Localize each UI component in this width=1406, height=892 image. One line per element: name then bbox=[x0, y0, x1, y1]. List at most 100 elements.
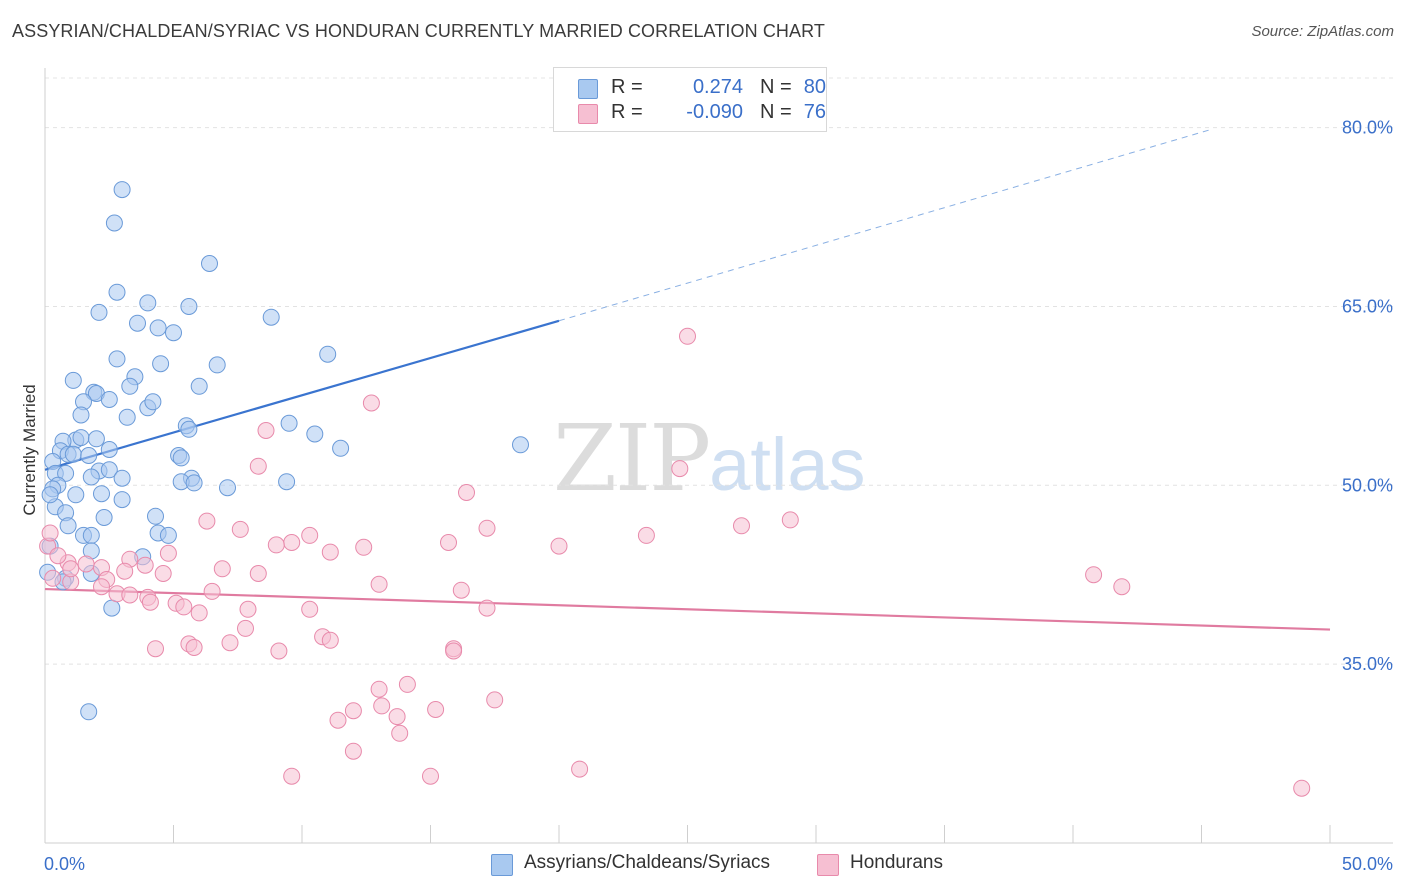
bottom-legend-swatch-assyrians bbox=[491, 854, 513, 876]
assyrians-point bbox=[90, 303, 108, 321]
hondurans-point bbox=[1085, 566, 1103, 584]
legend-r-label: R = bbox=[611, 101, 643, 123]
legend-r-value: -0.090 bbox=[686, 101, 743, 123]
assyrians-point bbox=[82, 468, 100, 486]
hondurans-point bbox=[344, 702, 362, 720]
hondurans-point bbox=[203, 582, 221, 600]
source-label: Source: ZipAtlas.com bbox=[1251, 23, 1394, 40]
y-tick-label: 50.0% bbox=[1342, 475, 1393, 495]
assyrians-point bbox=[95, 509, 113, 526]
legend-r-label: R = bbox=[611, 76, 643, 98]
hondurans-point bbox=[445, 642, 463, 660]
assyrians-point bbox=[165, 324, 182, 342]
hondurans-point bbox=[321, 543, 339, 561]
hondurans-point bbox=[116, 562, 134, 580]
assyrians-point bbox=[113, 469, 131, 487]
hondurans-point bbox=[370, 575, 388, 593]
hondurans-point bbox=[147, 640, 164, 658]
legend-n-label: N = bbox=[760, 101, 792, 123]
assyrians-point bbox=[113, 491, 131, 509]
assyrians-point bbox=[67, 486, 85, 504]
assyrians-point bbox=[100, 391, 118, 408]
hondurans-point bbox=[478, 519, 496, 537]
hondurans-point bbox=[249, 565, 267, 582]
assyrians-point bbox=[64, 371, 82, 389]
assyrians-point bbox=[319, 345, 337, 363]
assyrians-point bbox=[57, 464, 75, 482]
assyrians-point bbox=[172, 449, 190, 467]
assyrians-point bbox=[103, 599, 121, 617]
hondurans-point bbox=[44, 569, 62, 587]
hondurans-point bbox=[239, 600, 257, 618]
hondurans-point bbox=[321, 631, 339, 649]
assyrians-point bbox=[185, 474, 203, 492]
hondurans-point bbox=[478, 599, 496, 617]
assyrians-point bbox=[149, 319, 167, 337]
correlation-legend: R = 0.274 N = 80 R = -0.090 N = 76 bbox=[553, 67, 827, 132]
assyrians-point bbox=[208, 356, 226, 374]
hondurans-point bbox=[231, 520, 249, 538]
assyrians-trend-line bbox=[44, 319, 560, 471]
hondurans-point bbox=[141, 593, 159, 611]
assyrians-point bbox=[306, 425, 324, 443]
assyrians-point bbox=[278, 473, 296, 491]
legend-swatch-assyrians bbox=[578, 79, 598, 99]
assyrians-trend-extension bbox=[558, 129, 1210, 322]
hondurans-point bbox=[283, 534, 301, 551]
assyrians-point bbox=[80, 703, 98, 721]
hondurans-point bbox=[1113, 578, 1131, 596]
hondurans-point bbox=[440, 534, 457, 551]
hondurans-point bbox=[237, 619, 254, 637]
legend-n-value: 76 bbox=[803, 101, 826, 123]
assyrians-point bbox=[152, 355, 170, 373]
assyrians-point bbox=[139, 294, 157, 312]
assyrians-point bbox=[332, 439, 350, 457]
hondurans-point bbox=[458, 484, 475, 501]
hondurans-point bbox=[781, 511, 799, 529]
assyrians-point bbox=[129, 314, 146, 332]
hondurans-trend-line bbox=[44, 587, 1331, 631]
assyrians-point bbox=[147, 507, 164, 525]
hondurans-point bbox=[355, 538, 373, 556]
y-tick-label: 65.0% bbox=[1342, 296, 1393, 316]
y-axis-label: Currently Married bbox=[10, 300, 50, 600]
hondurans-point bbox=[679, 327, 696, 345]
y-tick-label: 35.0% bbox=[1342, 654, 1393, 674]
hondurans-point bbox=[1293, 779, 1311, 797]
assyrians-point bbox=[159, 526, 177, 544]
assyrians-point bbox=[100, 461, 118, 479]
x-tick-label: 0.0% bbox=[44, 854, 85, 874]
hondurans-point bbox=[175, 598, 193, 616]
hondurans-point bbox=[185, 639, 203, 656]
assyrians-point bbox=[512, 436, 529, 454]
hondurans-point bbox=[93, 578, 110, 596]
watermark-atlas: atlas bbox=[709, 423, 866, 506]
assyrians-point bbox=[118, 408, 136, 426]
y-axis-label-text: Currently Married bbox=[20, 384, 39, 516]
y-tick-label: 80.0% bbox=[1342, 118, 1393, 138]
assyrians-point bbox=[180, 420, 198, 438]
hondurans-point bbox=[550, 537, 568, 555]
hondurans-point bbox=[370, 680, 388, 698]
hondurans-point bbox=[77, 555, 95, 573]
hondurans-point bbox=[301, 600, 319, 618]
assyrians-point bbox=[93, 485, 110, 503]
chart-title: ASSYRIAN/CHALDEAN/SYRIAC VS HONDURAN CUR… bbox=[12, 21, 825, 41]
assyrians-point bbox=[113, 181, 131, 199]
hondurans-point bbox=[62, 560, 80, 578]
assyrians-point bbox=[219, 479, 236, 497]
legend-n-label: N = bbox=[760, 76, 792, 98]
assyrians-point bbox=[190, 377, 208, 395]
assyrians-point bbox=[108, 283, 126, 301]
assyrians-point bbox=[262, 308, 280, 326]
assyrians-point bbox=[72, 429, 90, 447]
hondurans-point bbox=[283, 767, 301, 785]
hondurans-point bbox=[362, 394, 380, 412]
assyrians-point bbox=[121, 377, 139, 395]
bottom-legend-label: Assyrians/Chaldeans/Syriacs bbox=[524, 852, 771, 873]
watermark: ZIPatlas bbox=[553, 405, 865, 512]
watermark-zip: ZIP bbox=[553, 405, 711, 512]
hondurans-point bbox=[154, 565, 172, 582]
axes bbox=[44, 68, 1393, 844]
